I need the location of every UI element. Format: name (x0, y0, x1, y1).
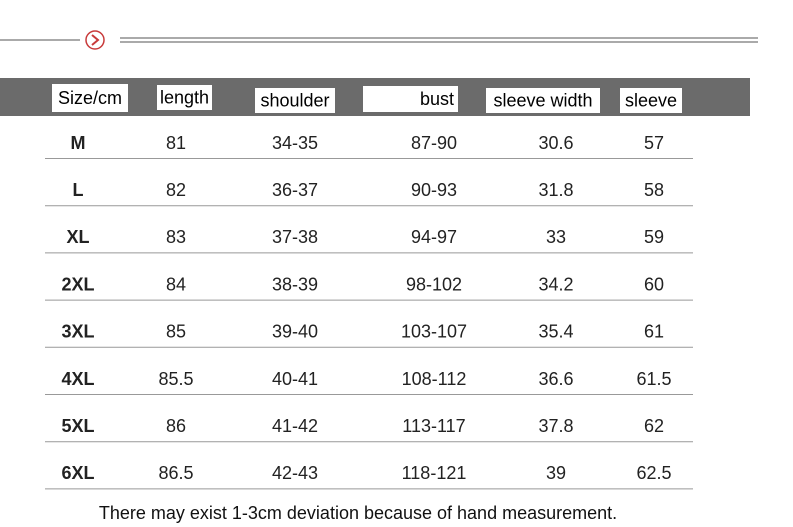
header-box (620, 88, 682, 113)
footnote: There may exist 1-3cm deviation because … (99, 503, 617, 523)
cell: 83 (166, 227, 186, 247)
cell: 39-40 (272, 322, 318, 342)
cell: 62 (644, 416, 664, 436)
cell: 87-90 (411, 133, 457, 153)
size-label: L (73, 180, 84, 200)
header-label: length (160, 87, 209, 107)
header-box (363, 86, 458, 112)
header-label: sleeve width (493, 90, 592, 110)
header-box (255, 88, 335, 113)
size-label: XL (66, 227, 89, 247)
size-label: 6XL (61, 463, 94, 483)
header-box (52, 84, 128, 112)
cell: 84 (166, 274, 186, 294)
cell: 81 (166, 133, 186, 153)
cell: 94-97 (411, 227, 457, 247)
decor-circle (85, 30, 105, 50)
cell: 42-43 (272, 463, 318, 483)
header-box (157, 85, 212, 110)
cell: 39 (546, 463, 566, 483)
cell: 31.8 (538, 180, 573, 200)
cell: 33 (546, 227, 566, 247)
cell: 86 (166, 416, 186, 436)
size-label: M (71, 133, 86, 153)
cell: 60 (644, 274, 664, 294)
header-box (486, 88, 600, 113)
cell: 61 (644, 322, 664, 342)
cell: 34.2 (538, 274, 573, 294)
cell: 57 (644, 133, 664, 153)
cell: 62.5 (636, 463, 671, 483)
cell: 118-121 (402, 463, 467, 483)
cell: 113-117 (402, 416, 465, 436)
cell: 98-102 (406, 274, 462, 294)
cell: 90-93 (411, 180, 457, 200)
size-label: 4XL (61, 369, 94, 389)
cell: 30.6 (538, 133, 573, 153)
cell: 61.5 (636, 369, 671, 389)
size-label: 5XL (61, 416, 94, 436)
cell: 108-112 (402, 369, 467, 389)
cell: 85.5 (158, 369, 193, 389)
cell: 36-37 (272, 180, 318, 200)
decor-arrow (91, 34, 100, 46)
cell: 34-35 (272, 133, 318, 153)
cell: 35.4 (538, 322, 573, 342)
cell: 82 (166, 180, 186, 200)
cell: 85 (166, 322, 186, 342)
cell: 58 (644, 180, 664, 200)
header-label: sleeve (625, 90, 677, 110)
cell: 40-41 (272, 369, 318, 389)
cell: 41-42 (272, 416, 318, 436)
header-label: Size/cm (58, 88, 122, 108)
cell: 103-107 (401, 322, 467, 342)
cell: 38-39 (272, 274, 318, 294)
cell: 36.6 (538, 369, 573, 389)
cell: 59 (644, 227, 664, 247)
header-label: bust (420, 89, 454, 109)
cell: 86.5 (158, 463, 193, 483)
size-label: 2XL (61, 274, 94, 294)
cell: 37-38 (272, 227, 318, 247)
size-label: 3XL (61, 322, 94, 342)
header-label: shoulder (260, 90, 329, 110)
cell: 37.8 (538, 416, 573, 436)
